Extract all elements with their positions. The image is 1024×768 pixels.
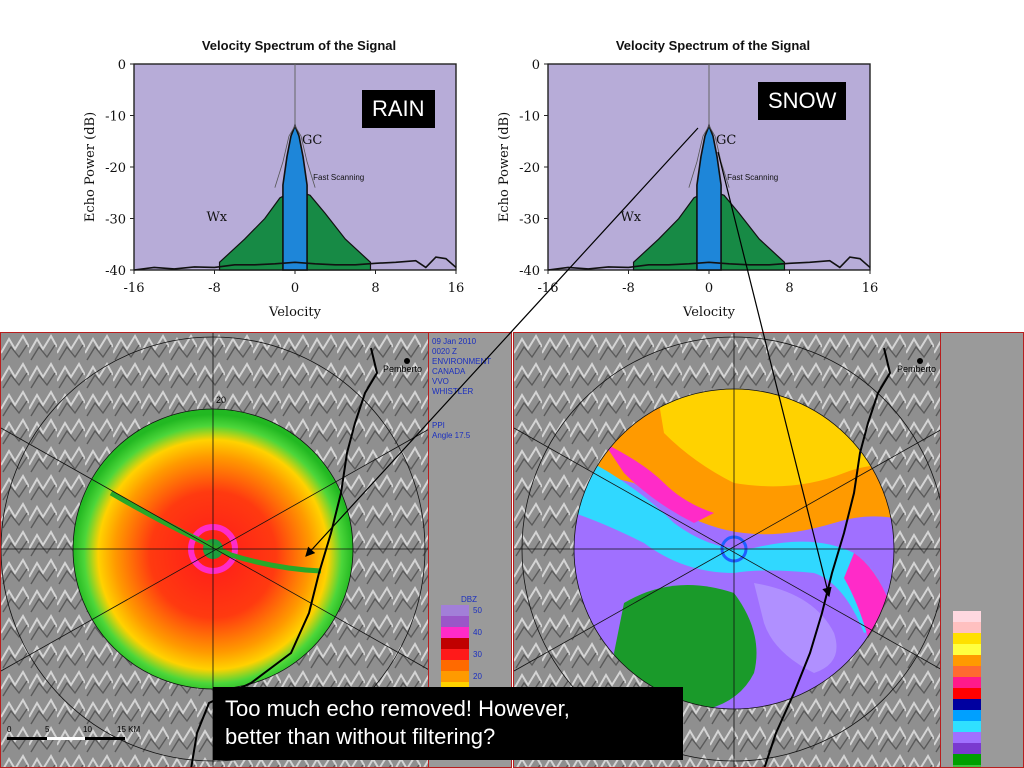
- snow-spectrum-svg: 0 -10 -20 -30 -40 -16 -8 0 8 16 Velocity Echo Power…: [497, 58, 879, 320]
- scale-label-15: 15 KM: [117, 725, 141, 734]
- radar-info-panel: [940, 333, 1023, 767]
- info-angle: Angle 17.5: [432, 431, 471, 440]
- y-tick-label: 0: [532, 58, 540, 73]
- scale-label-0: 0: [7, 725, 12, 734]
- y-tick-label: -40: [519, 264, 540, 279]
- wx-label: Wx: [620, 210, 641, 225]
- info-date: 09 Jan 2010: [432, 337, 477, 346]
- info-org-1: ENVIRONMENT: [432, 357, 492, 366]
- legend-swatch: [953, 754, 981, 765]
- rain-badge: RAIN: [362, 90, 435, 128]
- caption-line-2: better than without filtering?: [225, 724, 496, 749]
- legend-swatch: [953, 688, 981, 699]
- gc-label: GC: [302, 133, 322, 148]
- legend-swatch: [441, 660, 469, 671]
- chart-title: Velocity Spectrum of the Signal: [615, 38, 811, 53]
- gc-label: GC: [716, 133, 736, 148]
- rain-spectrum-svg: 0 -10 -20 -30 -40 -16 -8 0 8 16 Velocity Echo Power…: [83, 58, 465, 320]
- scale-bar: 0 5 10 15 KM: [7, 725, 147, 757]
- caption-line-1: Too much echo removed! However,: [225, 696, 570, 721]
- legend-swatch: [441, 671, 469, 682]
- legend-swatch: [953, 710, 981, 721]
- city-label: Pemberto: [383, 364, 423, 374]
- x-tick-label: 16: [862, 281, 879, 296]
- x-tick-label: -16: [538, 281, 559, 296]
- legend-swatch: [953, 611, 981, 622]
- legend-title: DBZ: [461, 595, 477, 604]
- legend-row: 30: [441, 649, 482, 660]
- legend-row: 20: [441, 671, 482, 682]
- y-axis-label: Echo Power (dB): [83, 112, 98, 222]
- x-tick-label: 0: [291, 281, 299, 296]
- x-tick-label: 16: [448, 281, 465, 296]
- legend-swatch: [953, 633, 981, 644]
- info-time: 0020 Z: [432, 347, 457, 356]
- y-tick-label: -10: [105, 110, 126, 125]
- snow-badge: SNOW: [758, 82, 847, 120]
- legend-row: 50: [441, 605, 482, 616]
- legend-swatch: [441, 649, 469, 660]
- x-tick-label: 8: [371, 281, 379, 296]
- legend-swatch: [953, 743, 981, 754]
- legend-label: 30: [473, 650, 482, 659]
- y-tick-label: -30: [519, 213, 540, 228]
- x-axis-label: Velocity: [682, 305, 736, 320]
- x-axis-label: Velocity: [268, 305, 322, 320]
- legend-label: 50: [473, 606, 482, 615]
- scale-label-5: 5: [45, 725, 50, 734]
- caption-box: Too much echo removed! However, better t…: [213, 687, 683, 760]
- x-tick-label: -8: [622, 281, 635, 296]
- info-org-2: CANADA: [432, 367, 466, 376]
- y-tick-label: -40: [105, 264, 126, 279]
- legend-row: [441, 660, 477, 671]
- legend-row: [441, 616, 477, 627]
- fast-scanning-label: Fast Scanning: [727, 173, 778, 182]
- legend-swatch: [953, 666, 981, 677]
- rain-spectrum-chart: Velocity Spectrum of the Signal 0 -10 -20 -…: [76, 30, 476, 330]
- legend-swatch: [953, 622, 981, 633]
- legend-swatch: [953, 644, 981, 655]
- x-tick-label: 8: [785, 281, 793, 296]
- legend-swatch: [953, 699, 981, 710]
- y-tick-label: -20: [519, 161, 540, 176]
- legend-swatch: [953, 721, 981, 732]
- wx-label: Wx: [206, 210, 227, 225]
- info-station-code: VVO: [432, 377, 449, 386]
- snow-spectrum-chart: Velocity Spectrum of the Signal 0 -10 -20 -…: [490, 30, 890, 330]
- legend-swatch: [953, 732, 981, 743]
- info-station: WHISTLER: [432, 387, 474, 396]
- x-tick-label: -8: [208, 281, 221, 296]
- y-axis-label: Echo Power (dB): [497, 112, 512, 222]
- y-tick-label: 0: [118, 58, 126, 73]
- legend-swatch: [953, 765, 981, 767]
- legend-swatch: [953, 677, 981, 688]
- legend-row: 40: [441, 627, 482, 638]
- legend-swatch: [441, 616, 469, 627]
- x-tick-label: -16: [124, 281, 145, 296]
- y-tick-label: -10: [519, 110, 540, 125]
- legend-swatch: [441, 605, 469, 616]
- coastline: [763, 347, 892, 767]
- scale-label-10: 10: [83, 725, 92, 734]
- y-tick-label: -30: [105, 213, 126, 228]
- chart-title: Velocity Spectrum of the Signal: [201, 38, 397, 53]
- fast-scanning-label: Fast Scanning: [313, 173, 364, 182]
- legend-swatch: [441, 627, 469, 638]
- y-tick-label: -20: [105, 161, 126, 176]
- legend-label: 40: [473, 628, 482, 637]
- range-label: 20: [216, 395, 226, 405]
- legend-label: 20: [473, 672, 482, 681]
- x-tick-label: 0: [705, 281, 713, 296]
- legend-swatch: [441, 638, 469, 649]
- legend-swatch: [953, 655, 981, 666]
- info-ppi: PPI: [432, 421, 445, 430]
- legend-row: [441, 638, 477, 649]
- city-label: Pemberto: [897, 364, 937, 374]
